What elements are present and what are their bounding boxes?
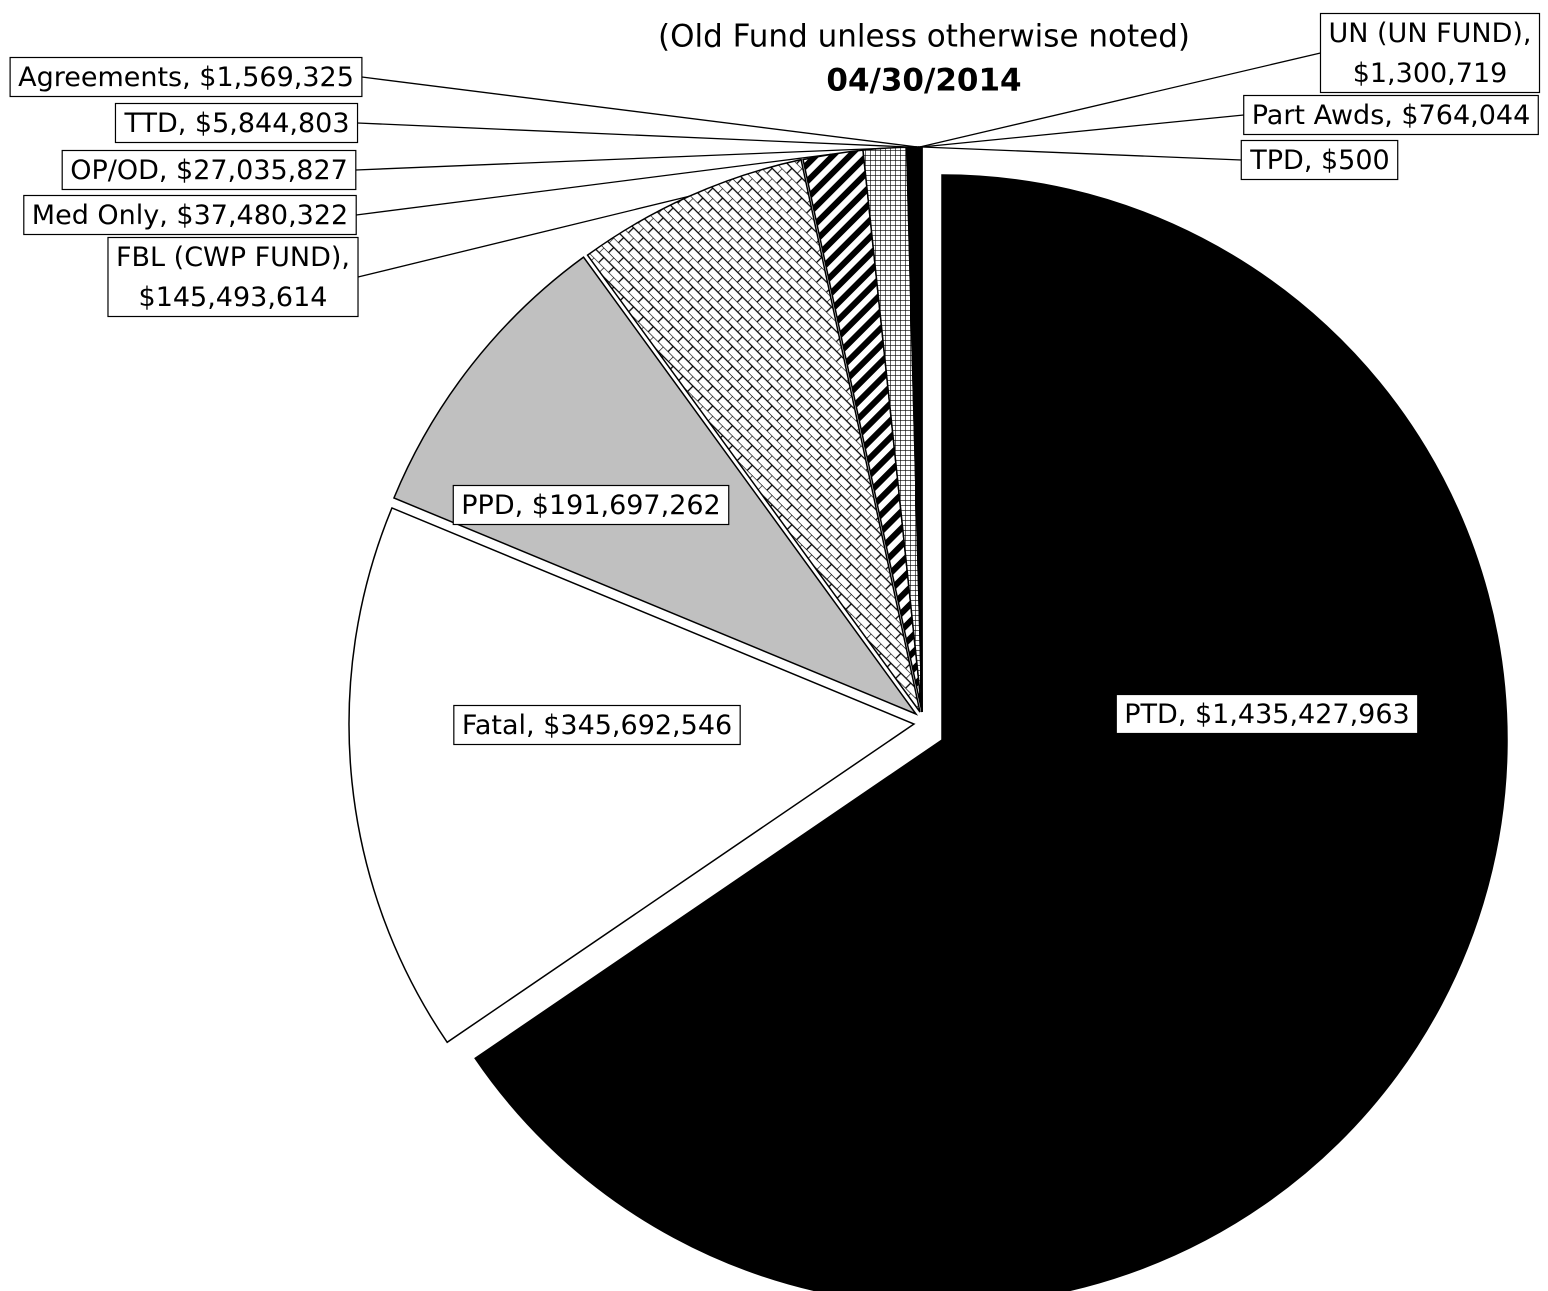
leader-line: [356, 153, 833, 216]
label-box: [453, 704, 741, 746]
pie-slice: [348, 506, 916, 1044]
data-label-text: Fatal, $345,692,546: [462, 710, 732, 741]
date: 04/30/2014: [826, 63, 1021, 99]
leader-line: [921, 146, 1242, 161]
pie-slice: [474, 174, 1508, 1291]
data-label-text: FBL (CWP FUND), $145,493,614: [116, 242, 350, 313]
data-label: Agreements, $1,569,325: [9, 56, 363, 98]
data-label-text: Med Only, $37,480,322: [32, 200, 348, 231]
data-label: Med Only, $37,480,322: [23, 194, 357, 236]
data-label: Part Awds, $764,044: [1243, 94, 1539, 136]
data-label-line: Med Only, $37,480,322: [32, 200, 348, 231]
label-box: [1240, 139, 1399, 181]
data-label-text: PPD, $191,697,262: [461, 490, 720, 521]
label-box: [1319, 12, 1541, 94]
data-label: PTD, $1,435,427,963: [1115, 693, 1419, 735]
leader-line: [921, 114, 1244, 148]
data-label: PPD, $191,697,262: [452, 484, 730, 526]
label-box: [114, 102, 359, 144]
data-label-line: Agreements, $1,569,325: [18, 62, 354, 93]
leader-line: [357, 122, 912, 148]
data-label-line: Fatal, $345,692,546: [462, 710, 732, 741]
subtitle: (Old Fund unless otherwise noted): [658, 19, 1190, 55]
label-box: [452, 484, 730, 526]
data-label-line: FBL (CWP FUND),: [116, 242, 350, 273]
data-label-text: OP/OD, $27,035,827: [70, 155, 348, 186]
data-label-line: OP/OD, $27,035,827: [70, 155, 348, 186]
leader-line: [919, 52, 1321, 148]
data-label-line: Part Awds, $764,044: [1252, 100, 1531, 131]
data-label: OP/OD, $27,035,827: [61, 149, 357, 191]
data-label-line: PTD, $1,435,427,963: [1124, 699, 1409, 730]
leader-line: [357, 195, 690, 278]
data-label-text: PTD, $1,435,427,963: [1124, 699, 1409, 730]
data-label-text: Part Awds, $764,044: [1252, 100, 1531, 131]
label-box: [23, 194, 357, 236]
data-label-text: TPD, $500: [1249, 145, 1389, 176]
data-label: Fatal, $345,692,546: [453, 704, 741, 746]
data-label: UN (UN FUND), $1,300,719: [1319, 12, 1541, 94]
data-label-line: UN (UN FUND),: [1328, 18, 1531, 49]
label-box: [61, 149, 357, 191]
leader-line: [361, 76, 918, 148]
label-box: [1115, 693, 1419, 735]
data-label-text: UN (UN FUND), $1,300,719: [1328, 18, 1531, 89]
data-label-text: Agreements, $1,569,325: [18, 62, 354, 93]
label-box: [107, 236, 359, 318]
data-label-line: $1,300,719: [1353, 58, 1508, 89]
data-label-line: PPD, $191,697,262: [461, 490, 720, 521]
label-box: [9, 56, 363, 98]
data-label: FBL (CWP FUND), $145,493,614: [107, 236, 359, 318]
data-label: TPD, $500: [1240, 139, 1399, 181]
data-label-line: $145,493,614: [139, 282, 328, 313]
data-label-text: TTD, $5,844,803: [123, 108, 349, 139]
data-label-line: TPD, $500: [1249, 145, 1389, 176]
label-box: [1243, 94, 1539, 136]
leader-line: [355, 147, 885, 171]
data-label: TTD, $5,844,803: [114, 102, 359, 144]
data-label-line: TTD, $5,844,803: [123, 108, 349, 139]
